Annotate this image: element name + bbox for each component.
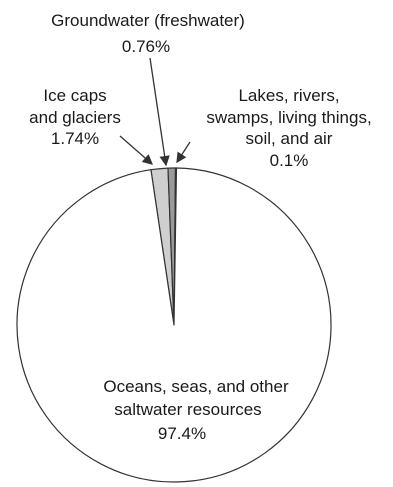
value-icecaps: 1.74% bbox=[51, 129, 99, 148]
arrow-lakes bbox=[176, 141, 191, 164]
pie-slices bbox=[16, 167, 332, 483]
label-icecaps-line1: Ice caps bbox=[43, 86, 106, 105]
label-oceans-line2: saltwater resources bbox=[114, 400, 261, 419]
value-groundwater: 0.76% bbox=[122, 37, 170, 56]
label-lakes-line2: swamps, living things, bbox=[206, 108, 371, 127]
label-arrows bbox=[119, 57, 191, 167]
value-oceans: 97.4% bbox=[158, 424, 206, 443]
label-oceans-line1: Oceans, seas, and other bbox=[103, 377, 289, 396]
arrow-icecaps bbox=[119, 135, 153, 165]
label-icecaps-line2: and glaciers bbox=[29, 108, 121, 127]
arrow-groundwater bbox=[149, 57, 170, 167]
label-lakes-line1: Lakes, rivers, bbox=[238, 86, 339, 105]
label-lakes-line3: soil, and air bbox=[246, 129, 333, 148]
slice-oceans bbox=[16, 167, 332, 483]
value-lakes: 0.1% bbox=[270, 151, 309, 170]
label-groundwater: Groundwater (freshwater) bbox=[51, 11, 245, 30]
